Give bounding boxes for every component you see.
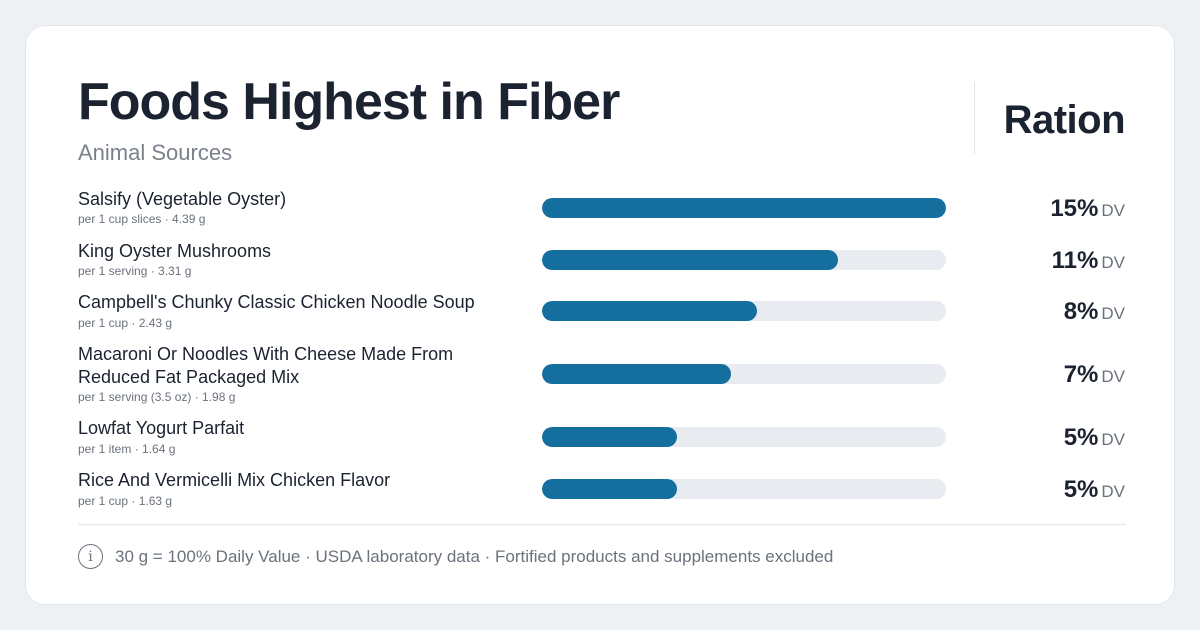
percent-unit: DV [1101, 253, 1125, 272]
percent-unit: DV [1101, 430, 1125, 449]
page-title: Foods Highest in Fiber [78, 73, 620, 131]
footer-text: 30 g = 100% Daily Value · USDA laborator… [115, 546, 834, 566]
bar-track [542, 479, 946, 499]
info-icon: i [78, 544, 103, 569]
bar [542, 427, 677, 447]
percent-unit: DV [1101, 304, 1125, 323]
food-name: Lowfat Yogurt Parfait [78, 418, 245, 438]
bar-track [542, 427, 946, 447]
food-name: Campbell's Chunky Classic Chicken Noodle… [78, 292, 475, 312]
percent-value: 7% [1063, 361, 1099, 388]
serving-size: per 1 cup · 2.43 g [78, 316, 173, 330]
page-subtitle: Animal Sources [78, 140, 233, 165]
footer-divider [78, 524, 1126, 525]
percent-value: 5% [1063, 476, 1099, 503]
value-label: 15% DV [1050, 195, 1125, 223]
food-name: Rice And Vermicelli Mix Chicken Flavor [78, 470, 391, 490]
percent-value: 11% [1051, 247, 1099, 274]
percent-unit: DV [1101, 201, 1125, 220]
bar-track [542, 198, 946, 218]
value-label: 8% DV [1064, 298, 1125, 326]
percent-unit: DV [1101, 482, 1125, 501]
bar [542, 479, 677, 499]
bar [542, 364, 731, 384]
percent-value: 15% [1050, 195, 1099, 222]
header-divider [974, 82, 975, 154]
serving-size: per 1 cup slices · 4.39 g [78, 212, 206, 226]
serving-size: per 1 cup · 1.63 g [78, 494, 173, 508]
brand-logo: Ration [1003, 98, 1126, 142]
value-label: 5% DV [1064, 424, 1125, 452]
bar-track [542, 301, 946, 321]
food-name: Macaroni Or Noodles With Cheese Made Fro… [78, 344, 454, 387]
bar [542, 250, 839, 270]
bar-track [542, 364, 946, 384]
percent-value: 8% [1063, 298, 1099, 325]
percent-value: 5% [1063, 424, 1099, 451]
bar-track [542, 250, 946, 270]
bar-chart: Salsify (Vegetable Oyster) per 1 cup slic… [26, 26, 1174, 604]
food-name: Salsify (Vegetable Oyster) [78, 189, 287, 209]
value-label: 11% DV [1052, 247, 1125, 275]
value-label: 5% DV [1064, 476, 1125, 504]
bar [542, 198, 946, 218]
bar [542, 301, 758, 321]
value-label: 7% DV [1064, 361, 1125, 389]
serving-size: per 1 serving · 3.31 g [78, 264, 192, 278]
serving-size: per 1 item · 1.64 g [78, 442, 176, 456]
serving-size: per 1 serving (3.5 oz) · 1.98 g [78, 390, 236, 404]
food-name: King Oyster Mushrooms [78, 241, 272, 261]
percent-unit: DV [1101, 367, 1125, 386]
footer-note: i 30 g = 100% Daily Value · USDA laborat… [78, 544, 833, 569]
chart-card: Foods Highest in Fiber Animal Sources Ra… [25, 25, 1175, 605]
